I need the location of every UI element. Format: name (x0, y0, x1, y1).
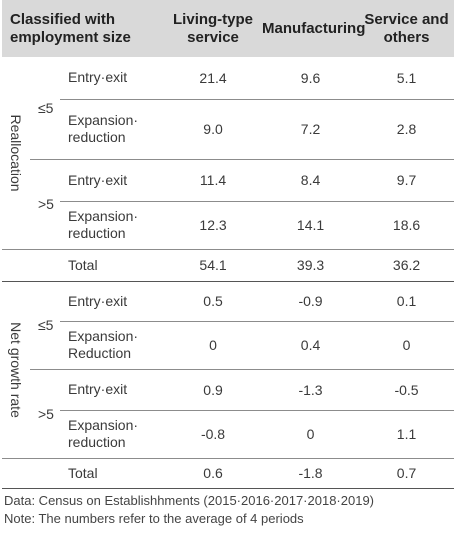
header-row: Classified with employment size Living-t… (2, 0, 455, 57)
cell-value: 0 (164, 321, 263, 370)
cell-value: 18.6 (392, 217, 421, 233)
table-row: Expansion· reduction -0.8 0 1.1 (2, 410, 454, 458)
size-gt5: >5 (30, 158, 60, 249)
row-label: Expansion· Reduction (60, 321, 165, 370)
cell-value: -0.5 (359, 369, 455, 411)
table-row: Net growth rate ≤5 Entry·exit 0.5 -0.9 0… (2, 280, 455, 458)
size-gt5: >5 (30, 368, 60, 458)
total-row: Total 0.6 -1.8 0.7 (2, 457, 455, 489)
net-growth-label: Net growth rate (8, 321, 24, 418)
cell-value: 0.9 (164, 369, 263, 411)
total-label: Total (60, 457, 165, 489)
total-label: Total (60, 248, 165, 281)
cell-value: 39.3 (262, 248, 360, 281)
reallocation-label: Reallocation (8, 114, 24, 192)
cell-value: 7.2 (262, 99, 360, 160)
cell-value: 8.4 (262, 159, 360, 202)
cell-value: 11.4 (164, 159, 263, 202)
cell-value: -0.9 (262, 280, 360, 322)
cell-value: 9.7 (359, 159, 455, 202)
cell-value: 36.2 (359, 248, 455, 281)
cell-value: 21.4 (164, 57, 263, 100)
row-label: Entry·exit (60, 57, 165, 100)
cell-value: 0.7 (359, 457, 455, 489)
cell-value: 54.1 (164, 248, 263, 281)
cell-value: 2.8 (359, 99, 455, 160)
row-label: Entry·exit (60, 159, 165, 202)
table-row: Expansion· Reduction 0 0.4 0 (2, 321, 455, 370)
header-service-and-others: Service and others (359, 0, 455, 57)
total-row: Total 54.1 39.3 36.2 (2, 248, 455, 281)
cell-value: -1.3 (262, 369, 360, 411)
reallocation-label-cell: Reallocation (2, 57, 30, 249)
cell-value: 0 (306, 426, 315, 442)
cell-value: 9.6 (262, 57, 360, 100)
cell-value: 5.1 (359, 57, 455, 100)
cell-value: 9.0 (164, 99, 263, 160)
spacer-cell (2, 457, 60, 489)
cell-value: 14.1 (296, 217, 325, 233)
row-label: Entry·exit (60, 369, 165, 411)
header-classified: Classified with employment size (2, 0, 165, 57)
cell-value: 0.5 (164, 280, 263, 322)
table-row: Expansion· reduction 9.0 7.2 2.8 (2, 99, 455, 160)
header-living-type-service: Living-type service (164, 0, 263, 57)
net-growth-label-cell: Net growth rate (2, 280, 30, 458)
cell-value: 1.1 (396, 426, 417, 442)
row-label: Entry·exit (60, 280, 165, 322)
cell-value: 0.1 (359, 280, 455, 322)
cell-value: 12.3 (199, 217, 227, 233)
header-manufacturing: Manufacturing (262, 0, 365, 57)
cell-value: 0 (359, 321, 455, 370)
cell-value: 0.6 (164, 457, 263, 489)
reallocation-table: Classified with employment size Living-t… (2, 0, 455, 489)
data-source-note: Data: Census on Establishhments (2015·20… (4, 492, 375, 508)
row-label: Expansion· reduction (60, 99, 165, 160)
size-le5: ≤5 (38, 99, 54, 116)
row-label: Expansion· reduction (68, 417, 139, 450)
averaging-note: Note: The numbers refer to the average o… (4, 510, 304, 526)
row-label: Expansion· reduction (68, 208, 139, 241)
size-le5: ≤5 (30, 280, 60, 369)
table-row: Reallocation ≤5 Entry·exit 21.4 9.6 5.1 (2, 57, 455, 191)
cell-value: 0.4 (262, 321, 360, 370)
spacer-cell (2, 248, 60, 281)
table-row: Expansion· reduction 12.3 14.1 18.6 (2, 201, 454, 249)
table-container: Classified with employment size Living-t… (2, 0, 455, 528)
cell-value: -0.8 (200, 426, 226, 442)
table-row: >5 Entry·exit 11.4 8.4 9.7 (2, 158, 455, 249)
table-row: >5 Entry·exit 0.9 -1.3 -0.5 (2, 368, 455, 458)
cell-value: -1.8 (262, 457, 360, 489)
